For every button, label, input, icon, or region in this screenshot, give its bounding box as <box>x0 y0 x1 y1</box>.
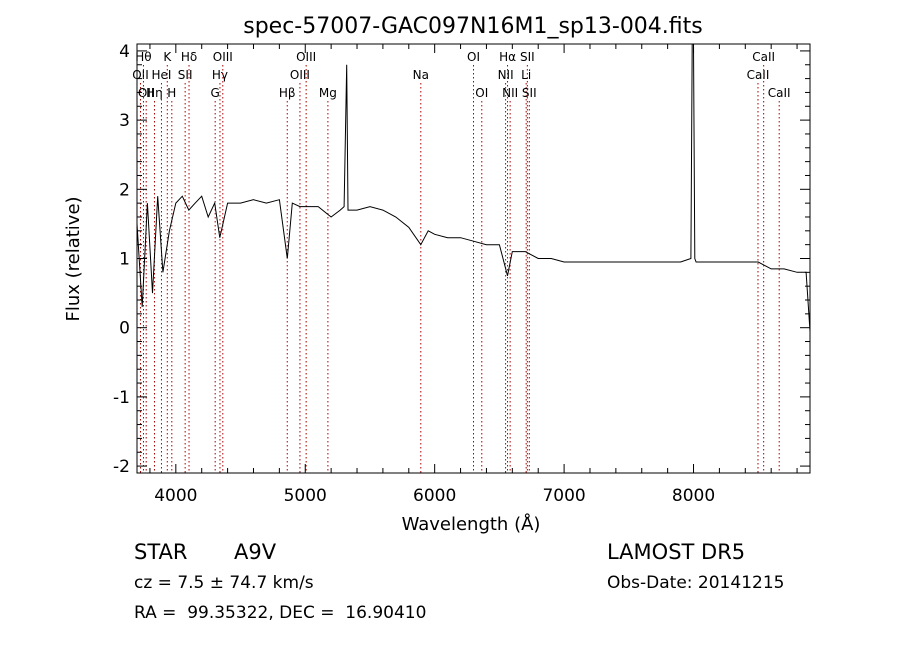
line-label-20: Hα <box>499 50 516 64</box>
line-label-15: Mg <box>319 86 337 100</box>
y-tick-label-2: 0 <box>119 319 130 339</box>
survey-release: LAMOST DR5 <box>607 540 746 564</box>
chart-title: spec-57007-GAC097N16M1_sp13-004.fits <box>243 14 703 39</box>
line-label-5: K <box>163 50 172 64</box>
line-label-19: NII <box>498 68 514 82</box>
line-label-17: OI <box>467 50 480 64</box>
spectral-line-markers: OIIHθOIIHηHeIKHSIIHδGHγOIIIHβOIIIOIIIMgN… <box>132 50 791 473</box>
line-label-22: Li <box>521 68 531 82</box>
line-label-1: Hθ <box>135 50 151 64</box>
x-tick-label-2: 6000 <box>413 486 456 506</box>
y-tick-label-0: -2 <box>113 457 130 477</box>
x-tick-label-0: 4000 <box>154 486 197 506</box>
line-label-7: SII <box>178 68 193 82</box>
line-label-12: Hβ <box>279 86 296 100</box>
ra-dec-coordinates: RA = 99.35322, DEC = 16.90410 <box>134 603 427 623</box>
line-label-0: OII <box>132 68 149 82</box>
line-label-3: Hη <box>146 86 163 100</box>
line-label-8: Hδ <box>181 50 197 64</box>
x-tick-label-1: 5000 <box>284 486 327 506</box>
y-tick-label-4: 2 <box>119 180 130 200</box>
line-label-11: OIII <box>213 50 233 64</box>
y-axis-label: Flux (relative) <box>63 196 84 321</box>
x-tick-label-4: 8000 <box>672 486 715 506</box>
line-label-16: Na <box>413 68 429 82</box>
y-tick-label-1: -1 <box>113 388 130 408</box>
line-label-21: NII <box>502 86 518 100</box>
line-label-23: SII <box>520 50 535 64</box>
line-label-4: HeI <box>151 68 171 82</box>
x-axis-label: Wavelength (Å) <box>402 513 541 535</box>
y-tick-label-6: 4 <box>119 42 130 62</box>
line-label-13: OIII <box>290 68 310 82</box>
redshift-cz: cz = 7.5 ± 74.7 km/s <box>134 573 314 593</box>
line-label-18: OI <box>475 86 488 100</box>
y-tick-label-5: 3 <box>119 111 130 131</box>
object-class: STAR <box>134 540 188 564</box>
line-label-26: CaII <box>752 50 775 64</box>
line-label-25: CaII <box>747 68 770 82</box>
observation-date: Obs-Date: 20141215 <box>607 573 785 593</box>
line-label-14: OIII <box>296 50 316 64</box>
line-label-24: SII <box>522 86 537 100</box>
line-label-9: G <box>211 86 220 100</box>
object-subclass: A9V <box>234 540 277 564</box>
line-label-27: CaII <box>768 86 791 100</box>
line-label-6: H <box>167 86 176 100</box>
x-tick-label-3: 7000 <box>542 486 585 506</box>
y-tick-label-3: 1 <box>119 250 130 270</box>
line-label-2: OII <box>138 86 155 100</box>
axes: 4000 5000 6000 7000 8000 -2 -1 0 1 2 3 4 <box>113 42 811 506</box>
line-label-10: Hγ <box>212 68 228 82</box>
